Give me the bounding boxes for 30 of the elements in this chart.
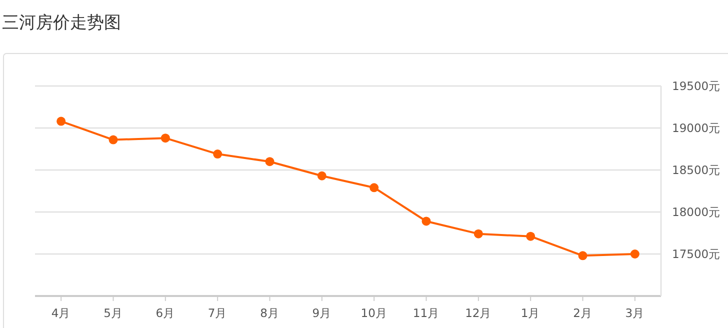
point	[370, 183, 379, 192]
x-tick-label: 3月	[625, 306, 645, 320]
x-tick-label: 9月	[312, 306, 332, 320]
x-tick-label: 7月	[208, 306, 228, 320]
y-tick-label: 18500元	[672, 163, 721, 177]
point	[213, 150, 222, 159]
y-tick-label: 19000元	[672, 121, 721, 135]
x-tick-label: 6月	[156, 306, 176, 320]
x-tick-label: 10月	[360, 306, 388, 320]
point	[526, 232, 536, 241]
point	[422, 216, 431, 226]
y-tick-label: 17500元	[672, 247, 721, 261]
x-tick-label: 2月	[573, 306, 592, 320]
y-tick-label: 19500元	[672, 79, 721, 93]
x-tick-label: 11月	[412, 306, 440, 320]
x-tick-label: 5月	[104, 306, 123, 320]
point	[474, 229, 483, 238]
point	[108, 135, 118, 144]
x-tick-label: 8月	[260, 306, 280, 320]
point	[265, 157, 274, 166]
y-tick-label: 18000元	[672, 205, 721, 219]
chart-title: 三河房价走势图	[2, 13, 121, 33]
point	[56, 116, 66, 126]
x-tick-label: 4月	[51, 306, 71, 320]
x-tick-label: 1月	[520, 306, 540, 320]
point	[160, 134, 170, 143]
x-tick-label: 12月	[465, 306, 492, 320]
point	[578, 251, 588, 260]
point	[317, 171, 326, 180]
point	[630, 250, 640, 258]
